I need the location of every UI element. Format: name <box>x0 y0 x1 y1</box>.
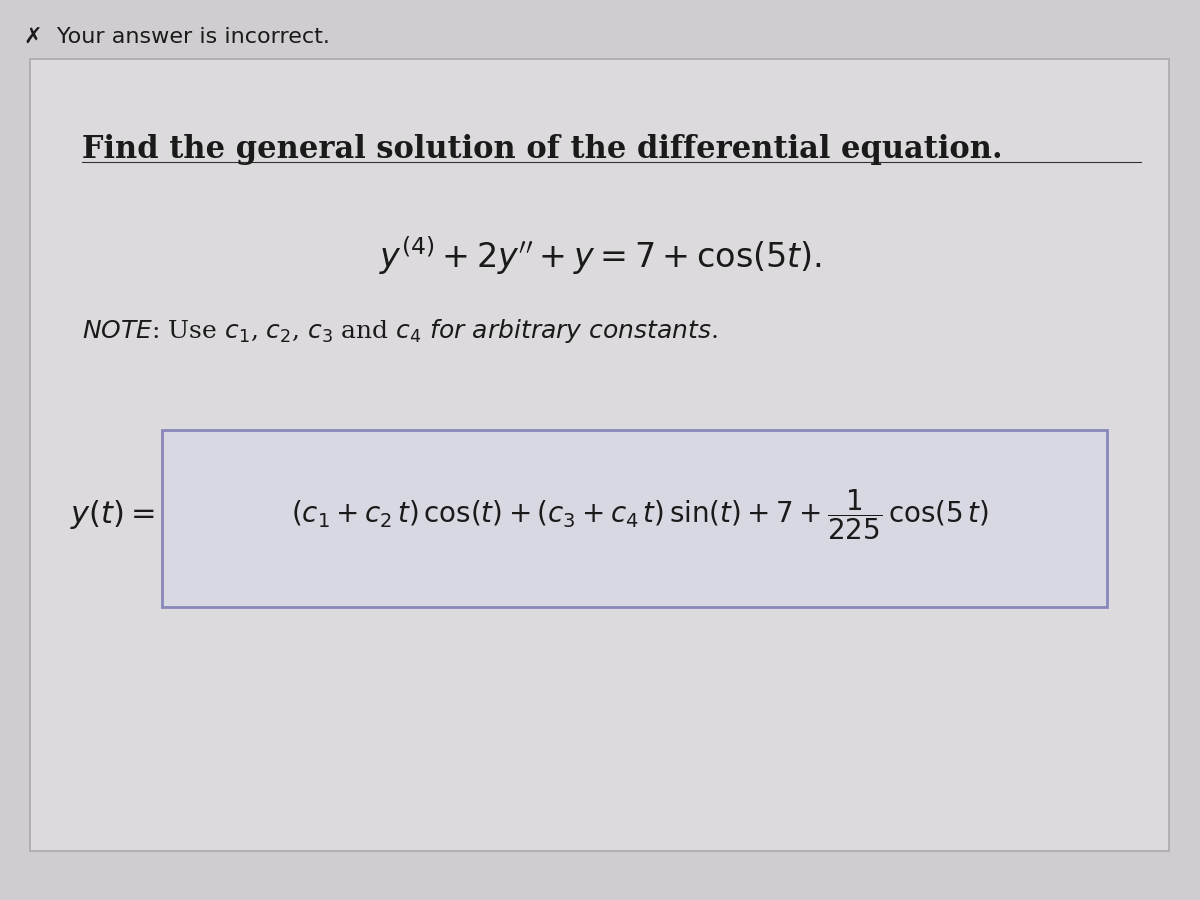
FancyBboxPatch shape <box>30 58 1169 851</box>
Text: $\it{NOTE}$: Use $c_1$, $c_2$, $c_3$ and $c_4$ $\it{for\ arbitrary\ constants}$.: $\it{NOTE}$: Use $c_1$, $c_2$, $c_3$ and… <box>82 317 718 345</box>
FancyBboxPatch shape <box>162 430 1106 607</box>
Text: ✗  Your answer is incorrect.: ✗ Your answer is incorrect. <box>24 27 330 47</box>
Text: Find the general solution of the differential equation.: Find the general solution of the differe… <box>82 134 1002 165</box>
Text: $(c_1 + c_2\, t)\,\cos(t) + (c_3 + c_4\, t)\,\sin(t) + 7 + \dfrac{1}{225}\,\cos(: $(c_1 + c_2\, t)\,\cos(t) + (c_3 + c_4\,… <box>292 487 989 542</box>
Text: $y(t) =$: $y(t) =$ <box>70 498 155 531</box>
Text: $y^{(4)} + 2y'' + y = 7 + \cos(5t).$: $y^{(4)} + 2y'' + y = 7 + \cos(5t).$ <box>378 234 822 276</box>
